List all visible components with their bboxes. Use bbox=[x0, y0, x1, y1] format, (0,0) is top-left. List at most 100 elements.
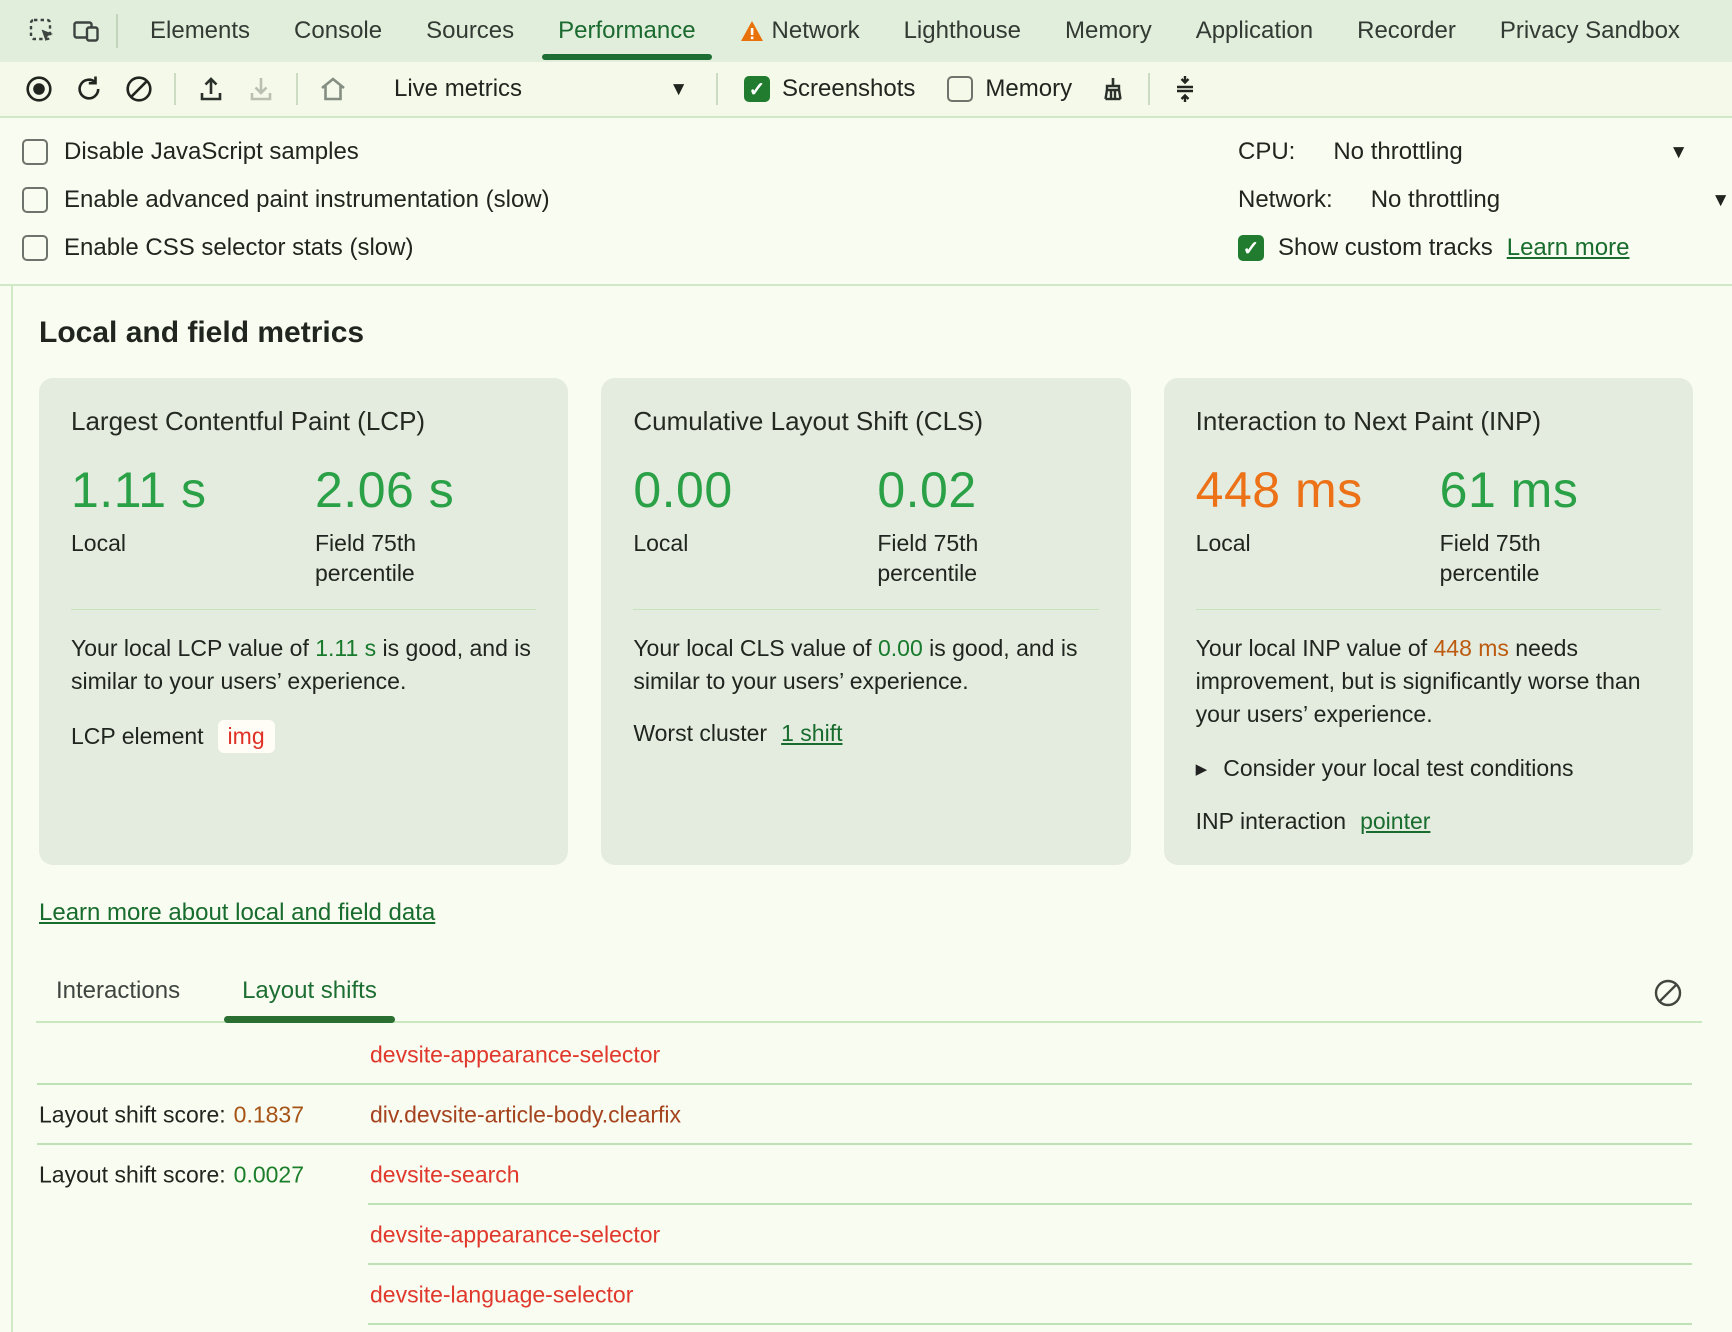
consider-conditions-expander[interactable]: ▶ Consider your local test conditions bbox=[1196, 755, 1661, 782]
clear-log-button[interactable] bbox=[1652, 977, 1684, 1009]
table-row[interactable]: div.devsite-floating-action-buttons bbox=[0, 1325, 1732, 1332]
layout-shift-score: Layout shift score: 0.0027 bbox=[39, 1162, 304, 1189]
reload-record-button[interactable] bbox=[68, 69, 110, 109]
tab-network-label: Network bbox=[771, 17, 860, 44]
lcp-local-value: 1.11 s bbox=[71, 462, 207, 518]
advanced-paint-toggle[interactable]: Enable advanced paint instrumentation (s… bbox=[22, 176, 1732, 224]
page-title: Local and field metrics bbox=[39, 316, 365, 349]
table-row[interactable]: devsite-language-selector bbox=[0, 1265, 1732, 1326]
upload-profile-button[interactable] bbox=[190, 69, 232, 109]
cls-desc-value: 0.00 bbox=[877, 634, 923, 661]
lcp-desc-pre: Your local LCP value of bbox=[71, 634, 316, 661]
shift-node-link[interactable]: devsite-appearance-selector bbox=[370, 1221, 661, 1248]
table-row[interactable]: devsite-appearance-selector bbox=[0, 1025, 1732, 1086]
cpu-throttling-row[interactable]: CPU: No throttling ▼ bbox=[1238, 128, 1732, 176]
gc-brush-icon[interactable] bbox=[1092, 69, 1134, 109]
worst-cluster-label: Worst cluster bbox=[633, 720, 768, 746]
chevron-down-icon[interactable]: ▼ bbox=[1669, 141, 1688, 163]
shift-node-link[interactable]: devsite-language-selector bbox=[370, 1281, 634, 1308]
tab-privacy-sandbox[interactable]: Privacy Sandbox bbox=[1499, 17, 1680, 44]
inp-field-label: Field 75th percentile bbox=[1439, 530, 1541, 586]
memory-checkbox[interactable] bbox=[947, 76, 974, 102]
table-row[interactable]: devsite-appearance-selector bbox=[0, 1205, 1732, 1266]
tab-performance[interactable]: Performance bbox=[542, 0, 712, 62]
table-row[interactable]: Layout shift score: 0.1837 div.devsite-ar… bbox=[0, 1085, 1732, 1146]
capture-settings: Disable JavaScript samples Enable advanc… bbox=[0, 116, 1732, 286]
custom-tracks-checkbox[interactable]: ✓ bbox=[1238, 235, 1264, 261]
history-dropdown[interactable]: Live metrics ▼ bbox=[384, 69, 702, 109]
custom-tracks-learn-more-link[interactable]: Learn more bbox=[1506, 234, 1630, 261]
consider-conditions-label: Consider your local test conditions bbox=[1223, 755, 1574, 782]
tabbar-separator bbox=[116, 14, 118, 48]
inp-interaction-link[interactable]: pointer bbox=[1360, 808, 1431, 835]
tab-elements[interactable]: Elements bbox=[150, 17, 251, 44]
tab-sources[interactable]: Sources bbox=[426, 17, 515, 44]
expander-arrow-icon: ▶ bbox=[1195, 760, 1208, 778]
cls-card: Cumulative Layout Shift (CLS) 0.00 Local… bbox=[601, 378, 1131, 866]
device-toolbar-icon[interactable] bbox=[64, 9, 108, 53]
tab-network[interactable]: Network bbox=[738, 0, 862, 62]
inp-interaction-label: INP interaction bbox=[1195, 808, 1347, 835]
throttling-settings: CPU: No throttling ▼ Network: No throttl… bbox=[1238, 128, 1732, 272]
panel-guide-line bbox=[11, 118, 13, 1332]
lcp-card-title: Largest Contentful Paint (LCP) bbox=[71, 406, 426, 436]
tabs-divider bbox=[36, 1021, 1702, 1024]
tab-layout-shifts[interactable]: Layout shifts bbox=[224, 977, 395, 1024]
download-profile-button[interactable] bbox=[240, 69, 282, 109]
history-dropdown-value: Live metrics bbox=[394, 75, 523, 102]
tab-memory[interactable]: Memory bbox=[1065, 17, 1152, 44]
metric-cards: Largest Contentful Paint (LCP) 1.11 s Lo… bbox=[39, 378, 1693, 866]
tab-interactions[interactable]: Interactions bbox=[56, 977, 181, 1005]
network-throttling-row[interactable]: Network: No throttling ▼ bbox=[1238, 176, 1732, 224]
table-row[interactable]: Layout shift score: 0.0027 devsite-search bbox=[0, 1145, 1732, 1206]
lcp-element-chip[interactable]: img bbox=[217, 720, 275, 753]
css-selector-stats-checkbox[interactable] bbox=[22, 235, 48, 261]
toolbar-separator bbox=[174, 73, 176, 105]
css-selector-stats-toggle[interactable]: Enable CSS selector stats (slow) bbox=[22, 224, 1732, 272]
inp-desc-value: 448 ms bbox=[1433, 634, 1509, 661]
chevron-down-icon: ▼ bbox=[669, 78, 688, 100]
inspect-element-icon[interactable] bbox=[20, 9, 64, 53]
network-label: Network: bbox=[1238, 186, 1333, 213]
lcp-field-value: 2.06 s bbox=[315, 462, 455, 518]
network-throttling-value[interactable]: No throttling bbox=[1370, 186, 1501, 213]
cls-description: Your local CLS value of 0.00 is good, an… bbox=[633, 632, 1098, 698]
shift-node-link[interactable]: div.devsite-article-body.clearfix bbox=[370, 1101, 682, 1128]
clear-recording-button[interactable] bbox=[118, 69, 160, 109]
inp-card: Interaction to Next Paint (INP) 448 ms L… bbox=[1163, 378, 1693, 866]
layout-shifts-table: devsite-appearance-selector Layout shift… bbox=[0, 1025, 1732, 1332]
tab-console[interactable]: Console bbox=[294, 17, 383, 44]
toolbar-separator bbox=[1148, 73, 1151, 105]
screenshots-checkbox[interactable]: ✓ bbox=[744, 76, 770, 102]
score-label: Layout shift score: bbox=[39, 1101, 226, 1128]
memory-toggle[interactable]: Memory bbox=[947, 75, 1072, 103]
tab-lighthouse[interactable]: Lighthouse bbox=[903, 17, 1022, 44]
performance-toolbar: Live metrics ▼ ✓ Screenshots Memory bbox=[0, 62, 1732, 116]
cls-desc-pre: Your local CLS value of bbox=[633, 634, 878, 661]
chevron-down-icon[interactable]: ▼ bbox=[1711, 189, 1730, 211]
advanced-paint-checkbox[interactable] bbox=[22, 187, 48, 213]
lcp-desc-value: 1.11 s bbox=[315, 634, 377, 661]
record-button[interactable] bbox=[18, 69, 60, 109]
row-divider bbox=[368, 1323, 1692, 1326]
tab-recorder[interactable]: Recorder bbox=[1357, 17, 1456, 44]
disable-js-samples-checkbox[interactable] bbox=[22, 139, 48, 165]
lcp-card: Largest Contentful Paint (LCP) 1.11 s Lo… bbox=[39, 378, 569, 866]
cpu-throttling-value[interactable]: No throttling bbox=[1333, 138, 1463, 165]
shift-node-link[interactable]: devsite-search bbox=[370, 1161, 520, 1188]
cls-field-value: 0.02 bbox=[877, 462, 977, 518]
tab-application[interactable]: Application bbox=[1195, 17, 1314, 44]
field-data-learn-more-link[interactable]: Learn more about local and field data bbox=[39, 899, 436, 927]
css-selector-stats-label: Enable CSS selector stats (slow) bbox=[64, 234, 414, 261]
collapse-panel-icon[interactable] bbox=[1164, 69, 1206, 109]
advanced-paint-label: Enable advanced paint instrumentation (s… bbox=[64, 186, 550, 213]
shift-node-link[interactable]: devsite-appearance-selector bbox=[370, 1041, 661, 1068]
worst-cluster-link[interactable]: 1 shift bbox=[781, 720, 843, 746]
lcp-description: Your local LCP value of 1.11 s is good, … bbox=[71, 632, 536, 698]
home-button[interactable] bbox=[312, 69, 354, 109]
disable-js-samples-toggle[interactable]: Disable JavaScript samples bbox=[22, 128, 1732, 176]
toolbar-separator bbox=[368, 73, 370, 105]
network-warning-icon bbox=[740, 20, 764, 42]
row-divider bbox=[37, 1143, 1692, 1146]
screenshots-toggle[interactable]: ✓ Screenshots bbox=[744, 75, 915, 103]
